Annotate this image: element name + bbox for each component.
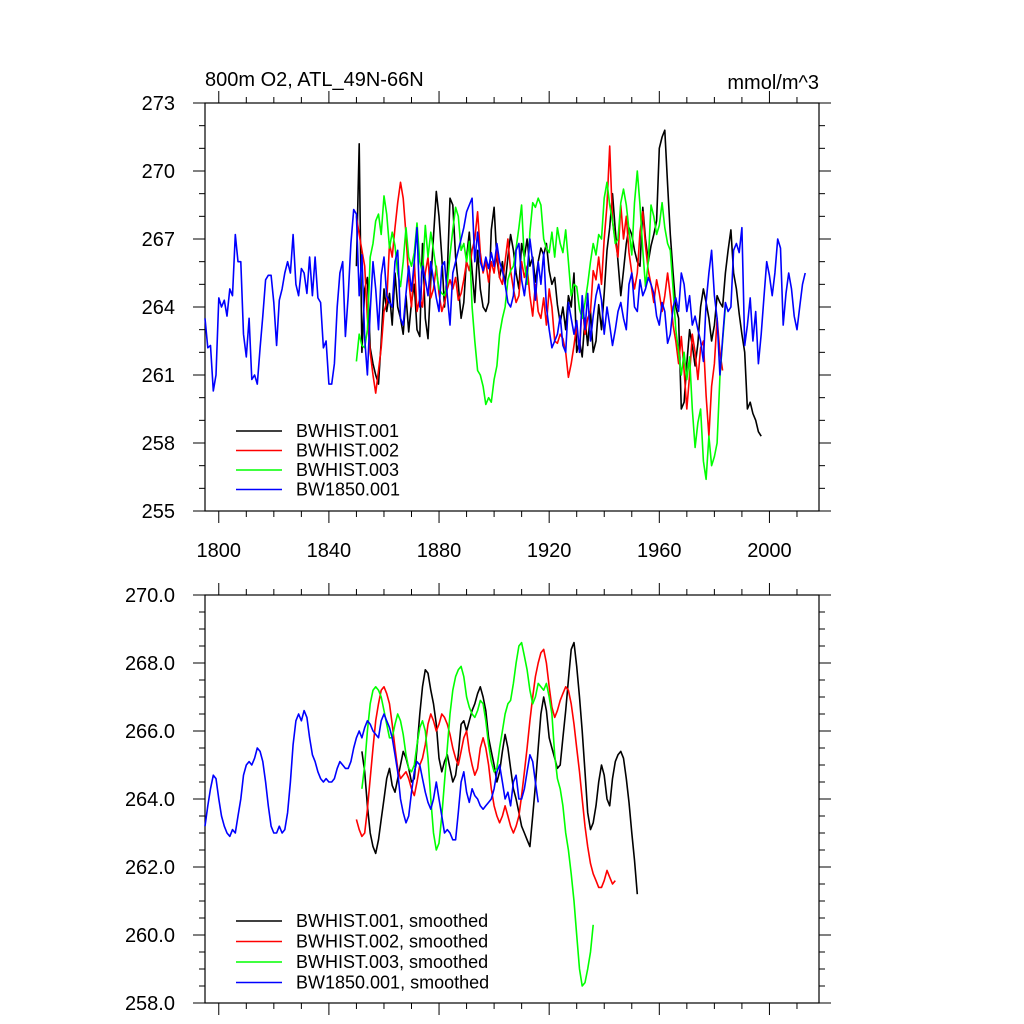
x-tick-label: 2000 — [747, 540, 792, 562]
legend-label: BW1850.001 — [296, 480, 400, 500]
chart-title: 800m O2, ATL_49N-66N — [205, 69, 424, 91]
y-tick-label: 255 — [142, 501, 175, 523]
y-tick-label: 258.0 — [125, 993, 175, 1015]
units-label: mmol/m^3 — [727, 72, 819, 94]
series-line-bwhist-003-smoothed — [361, 641, 594, 987]
legend-label: BWHIST.003, smoothed — [296, 952, 488, 972]
series-line-bw1850-001-smoothed — [204, 709, 539, 841]
legend-label: BWHIST.001 — [296, 421, 399, 441]
x-tick-label: 1880 — [417, 540, 462, 562]
y-tick-label: 268.0 — [125, 653, 175, 675]
legend-label: BWHIST.001, smoothed — [296, 911, 488, 931]
x-tick-label: 1920 — [527, 540, 572, 562]
y-tick-label: 258 — [142, 433, 175, 455]
bottom-panel: 258.0 260.0 262.0 264.0 266.0 268.0 270.0 BWHIS… — [125, 583, 831, 1015]
y-tick-label: 273 — [142, 93, 175, 115]
y-tick-label: 261 — [142, 365, 175, 387]
x-tick-label: 1960 — [637, 540, 682, 562]
series-line-bwhist-001 — [355, 129, 762, 437]
y-tick-label: 264 — [142, 297, 175, 319]
y-tick-label: 270.0 — [125, 585, 175, 607]
y-tick-label: 270 — [142, 161, 175, 183]
top-panel: 1800 1840 1880 1920 1960 2000 255 258 261 264 267 2… — [142, 69, 831, 562]
x-tick-label: 1800 — [197, 540, 242, 562]
y-tick-label: 262.0 — [125, 857, 175, 879]
y-tick-label: 264.0 — [125, 789, 175, 811]
y-tick-label: 266.0 — [125, 721, 175, 743]
series-line-bwhist-002-smoothed — [355, 648, 616, 889]
legend-label: BWHIST.002, smoothed — [296, 932, 488, 952]
legend-label: BW1850.001, smoothed — [296, 973, 489, 993]
series-line-bw1850-001 — [204, 197, 806, 392]
legend-label: BWHIST.002 — [296, 441, 399, 461]
y-tick-label: 260.0 — [125, 925, 175, 947]
legend-label: BWHIST.003 — [296, 460, 399, 480]
y-tick-label: 267 — [142, 229, 175, 251]
x-tick-label: 1840 — [307, 540, 352, 562]
